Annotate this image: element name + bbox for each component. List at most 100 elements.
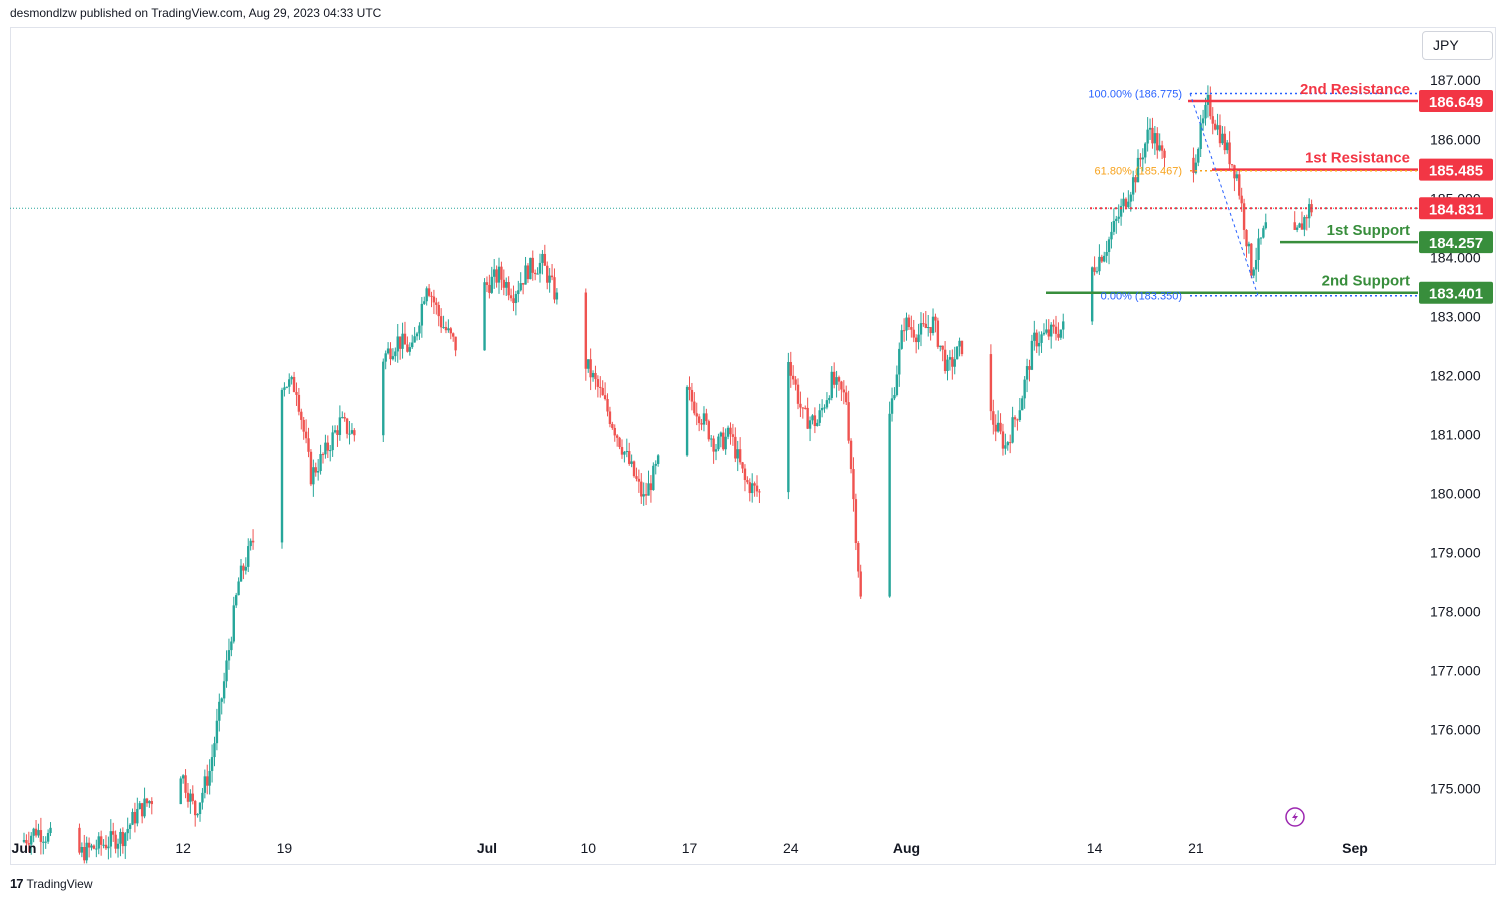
- candle-body: [201, 792, 204, 803]
- candle-body: [331, 432, 334, 451]
- candle-body: [502, 279, 506, 288]
- candle-body: [808, 420, 812, 429]
- candle-body: [717, 436, 720, 450]
- candle-body: [849, 440, 853, 470]
- candle-body: [234, 595, 238, 606]
- candle-body: [384, 353, 387, 362]
- candle-body: [835, 377, 838, 385]
- candle-body: [1025, 366, 1029, 380]
- candle-body: [497, 266, 501, 283]
- candle-body: [919, 323, 923, 335]
- candle-body: [656, 455, 660, 464]
- fib-level-label: 61.80% (185.467): [1095, 166, 1182, 178]
- candle-body: [958, 340, 961, 347]
- level-name: 2nd Support: [1322, 273, 1410, 290]
- time-tick-label: Aug: [893, 840, 920, 856]
- candle-body: [307, 438, 310, 452]
- candle-body: [644, 494, 648, 496]
- candle-body: [1240, 195, 1243, 204]
- candle-body: [1305, 217, 1308, 219]
- price-tick-label: 180.000: [1430, 485, 1481, 501]
- candle-body: [447, 328, 450, 331]
- candle-body: [955, 346, 959, 360]
- candle-body: [953, 359, 956, 367]
- candle-body: [514, 294, 518, 304]
- candle-body: [46, 833, 50, 842]
- time-tick-label: 24: [783, 840, 799, 856]
- candle-body: [292, 376, 296, 392]
- candle-body: [707, 421, 710, 440]
- candle-body: [324, 442, 327, 455]
- candle-body: [825, 400, 829, 408]
- time-tick-label: Jul: [477, 840, 497, 856]
- candle-body: [960, 340, 964, 355]
- candle-body: [449, 328, 452, 334]
- candle-body: [99, 836, 103, 845]
- candle-body: [1030, 340, 1034, 370]
- candle-body: [1295, 227, 1299, 230]
- candle-body: [408, 347, 411, 352]
- candle-body: [705, 413, 708, 422]
- candle-body: [1213, 123, 1217, 130]
- candle-body: [114, 834, 117, 849]
- candle-body: [791, 375, 795, 380]
- price-tick-label: 182.000: [1430, 367, 1481, 383]
- candle-body: [895, 374, 899, 396]
- candle-body: [591, 372, 595, 378]
- candle-body: [992, 411, 995, 425]
- candle-body: [640, 481, 643, 497]
- candle-body: [994, 424, 997, 432]
- candle-body: [695, 413, 698, 417]
- candle-body: [546, 265, 549, 283]
- candle-body: [753, 483, 756, 486]
- candle-body: [83, 846, 86, 861]
- candle-body: [719, 432, 723, 437]
- candle-body: [490, 276, 493, 293]
- candle-body: [710, 438, 713, 440]
- candle-body: [1201, 118, 1205, 124]
- candle-body: [613, 427, 616, 436]
- time-tick-label: 17: [682, 840, 698, 856]
- candle-body: [1006, 442, 1009, 446]
- candle-body: [813, 415, 817, 427]
- candle-body: [734, 436, 737, 459]
- candle-body: [1134, 177, 1137, 183]
- candle-body: [907, 317, 911, 328]
- candle-body: [350, 430, 354, 434]
- candle-body: [620, 447, 624, 455]
- candle-body: [584, 292, 588, 369]
- candle-body: [329, 450, 332, 452]
- candle-body: [553, 277, 556, 300]
- candle-body: [1245, 229, 1248, 247]
- candle-body: [996, 422, 1000, 432]
- candle-body: [1230, 164, 1234, 166]
- candle-body: [1037, 342, 1041, 347]
- time-tick-label: 21: [1188, 840, 1204, 856]
- candle-body: [741, 462, 744, 469]
- candle-body: [249, 540, 252, 547]
- candle-body: [451, 333, 455, 337]
- candle-body: [1300, 223, 1304, 230]
- candle-body: [1062, 321, 1065, 330]
- replay-icon[interactable]: [1285, 807, 1305, 827]
- candle-body: [854, 499, 858, 544]
- currency-button[interactable]: JPY: [1422, 31, 1493, 60]
- candle-body: [225, 660, 228, 682]
- candle-body: [309, 451, 313, 485]
- candle-body: [220, 698, 223, 702]
- candle-body: [288, 379, 291, 387]
- candle-body: [247, 546, 250, 567]
- candle-body: [912, 329, 915, 338]
- candle-body: [543, 253, 547, 266]
- candle-body: [688, 386, 691, 390]
- candle-body: [432, 296, 436, 303]
- candle-body: [283, 387, 286, 390]
- candle-body: [1045, 329, 1048, 333]
- candle-body: [1047, 329, 1050, 337]
- candle-body: [890, 398, 894, 414]
- candle-body: [509, 295, 513, 299]
- candle-body: [22, 840, 26, 842]
- candle-body: [186, 792, 190, 802]
- price-tick-label: 178.000: [1430, 604, 1481, 620]
